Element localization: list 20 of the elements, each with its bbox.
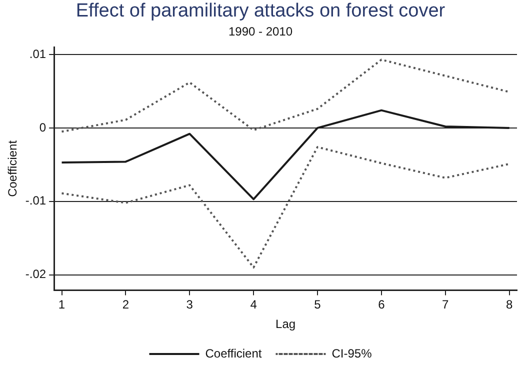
chart-subtitle: 1990 - 2010: [228, 24, 293, 38]
x-tick-label: 6: [378, 298, 386, 312]
x-tick-label: 5: [314, 298, 322, 312]
y-tick-label: 0: [39, 120, 46, 134]
x-tick-label: 8: [506, 298, 513, 312]
x-tick-label: 1: [58, 298, 66, 312]
line-series: [60, 58, 510, 133]
x-tick-label: 7: [442, 298, 450, 312]
x-tick-label: 2: [122, 298, 130, 312]
line-series: [60, 146, 510, 268]
x-tick-label: 3: [186, 298, 194, 312]
legend-label: CI-95%: [332, 346, 372, 360]
x-axis-title: Lag: [276, 317, 296, 332]
y-tick-label: -.02: [25, 267, 46, 282]
y-tick-label: .01: [29, 46, 46, 61]
x-tick-label: 4: [250, 298, 258, 312]
chart-title: Effect of paramilitary attacks on forest cover: [76, 0, 446, 22]
legend-label: Coefficient: [205, 346, 262, 360]
y-tick-label: -.01: [25, 194, 46, 208]
y-axis-title: Coefficient: [6, 140, 20, 197]
